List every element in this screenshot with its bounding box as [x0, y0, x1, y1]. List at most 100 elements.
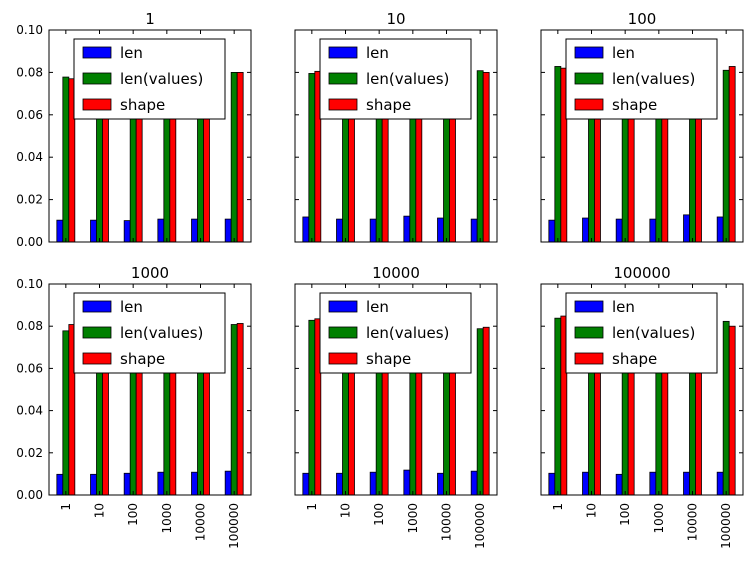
- panel-title: 100000: [613, 264, 670, 282]
- x-tick-label: 1: [305, 503, 319, 511]
- subplot-100000: 1 10 100 1000 10000 100000 100000 len len(values…: [540, 264, 744, 549]
- legend-label-shape: shape: [612, 96, 657, 114]
- bar-len-100000: [716, 471, 724, 496]
- subplot-10: 10 len len(values) shape: [294, 10, 498, 243]
- bar-len-100: [615, 218, 623, 243]
- bar-len-10: [582, 471, 589, 496]
- legend: len len(values) shape: [565, 38, 718, 120]
- legend-swatch-shape: [82, 352, 112, 365]
- bar-len-1: [56, 219, 64, 243]
- legend-label-len: len: [612, 298, 635, 316]
- subplot-10000: 1 10 100 1000 10000 100000 10000 len len(values)…: [294, 264, 498, 549]
- legend-swatch-shape: [574, 98, 604, 111]
- legend-swatch-len(values): [82, 72, 112, 85]
- legend: len len(values) shape: [73, 38, 226, 120]
- x-tick-label: 10000: [440, 503, 454, 541]
- bar-len(values)-1: [554, 317, 562, 496]
- x-tick-label: 100000: [227, 503, 241, 549]
- bar-len-10000: [437, 472, 444, 496]
- legend-swatch-shape: [328, 352, 358, 365]
- legend-label-len(values): len(values): [120, 70, 203, 88]
- x-tick-label: 10: [339, 503, 353, 518]
- bar-len-10: [336, 218, 343, 243]
- bar-len-10000: [683, 214, 690, 243]
- bar-len(values)-1: [554, 66, 562, 243]
- legend-label-len: len: [366, 44, 389, 62]
- y-tick-label: 0.06: [16, 108, 43, 122]
- legend-label-len(values): len(values): [366, 324, 449, 342]
- legend-swatch-len(values): [574, 72, 604, 85]
- bar-len-100000: [716, 216, 724, 243]
- legend-label-shape: shape: [120, 350, 165, 368]
- y-tick-label: 0.00: [16, 488, 43, 502]
- x-tick-label: 1000: [652, 503, 666, 534]
- legend-label-len(values): len(values): [612, 70, 695, 88]
- y-tick-label: 0.06: [16, 361, 43, 375]
- bar-len-1: [548, 219, 556, 243]
- axes-frame: [294, 29, 498, 243]
- bar-len-10: [582, 217, 589, 243]
- y-tick-label: 0.04: [16, 404, 43, 418]
- legend-swatch-len: [328, 300, 358, 313]
- legend: len len(values) shape: [73, 292, 226, 374]
- legend-label-shape: shape: [612, 350, 657, 368]
- legend-swatch-shape: [82, 98, 112, 111]
- x-tick-label: 10000: [686, 503, 700, 541]
- bar-len-10000: [191, 218, 198, 243]
- bar-shape-100000: [236, 323, 244, 496]
- panel-title: 1: [145, 10, 155, 28]
- legend-swatch-shape: [574, 352, 604, 365]
- bar-len(values)-1: [308, 319, 316, 496]
- x-tick-label: 10: [585, 503, 599, 518]
- bar-len-1000: [403, 469, 411, 496]
- legend-label-len: len: [612, 44, 635, 62]
- x-tick-label: 100000: [719, 503, 733, 549]
- axes-frame: [48, 283, 252, 496]
- legend-label-len(values): len(values): [612, 324, 695, 342]
- axes-frame: [540, 29, 744, 243]
- legend-swatch-len: [328, 46, 358, 59]
- legend-swatch-len: [574, 300, 604, 313]
- bar-len-1000: [157, 218, 165, 243]
- x-tick-label: 100000: [473, 503, 487, 549]
- bar-len-100: [123, 472, 131, 496]
- bar-shape-100000: [482, 326, 490, 496]
- bar-shape-100000: [482, 72, 490, 243]
- legend-swatch-len: [82, 300, 112, 313]
- bar-len-1: [56, 473, 64, 496]
- bar-len-100: [369, 471, 377, 496]
- x-tick-label: 10000: [194, 503, 208, 541]
- bar-len-1000: [403, 215, 411, 243]
- y-tick-label: 0.02: [16, 446, 43, 460]
- legend-label-shape: shape: [366, 350, 411, 368]
- legend-label-len(values): len(values): [120, 324, 203, 342]
- bar-len-100000: [224, 470, 232, 496]
- panel-title: 100: [628, 10, 657, 28]
- legend-swatch-len(values): [82, 326, 112, 339]
- subplot-100: 100 len len(values) shape: [540, 10, 744, 243]
- y-tick-label: 0.08: [16, 319, 43, 333]
- bar-len(values)-1: [62, 76, 70, 243]
- x-tick-label: 1000: [406, 503, 420, 534]
- legend: len len(values) shape: [319, 292, 472, 374]
- bar-shape-100000: [728, 66, 736, 243]
- x-tick-label: 1000: [160, 503, 174, 534]
- legend-swatch-len: [574, 46, 604, 59]
- legend-label-len(values): len(values): [366, 70, 449, 88]
- x-tick-label: 1: [59, 503, 73, 511]
- bar-len-100000: [470, 470, 478, 496]
- bar-len-100: [369, 218, 377, 243]
- axes-frame: [294, 283, 498, 496]
- y-tick-label: 0.04: [16, 150, 43, 164]
- legend-swatch-len(values): [328, 72, 358, 85]
- legend-swatch-shape: [328, 98, 358, 111]
- y-tick-label: 0.08: [16, 65, 43, 79]
- y-tick-label: 0.10: [16, 23, 43, 37]
- bar-len(values)-100000: [722, 69, 730, 243]
- bar-len(values)-1: [62, 330, 70, 496]
- bar-len-1000: [649, 218, 657, 243]
- bar-len(values)-100000: [476, 328, 484, 496]
- bar-len-10: [90, 473, 97, 496]
- bar-len-10: [90, 219, 97, 243]
